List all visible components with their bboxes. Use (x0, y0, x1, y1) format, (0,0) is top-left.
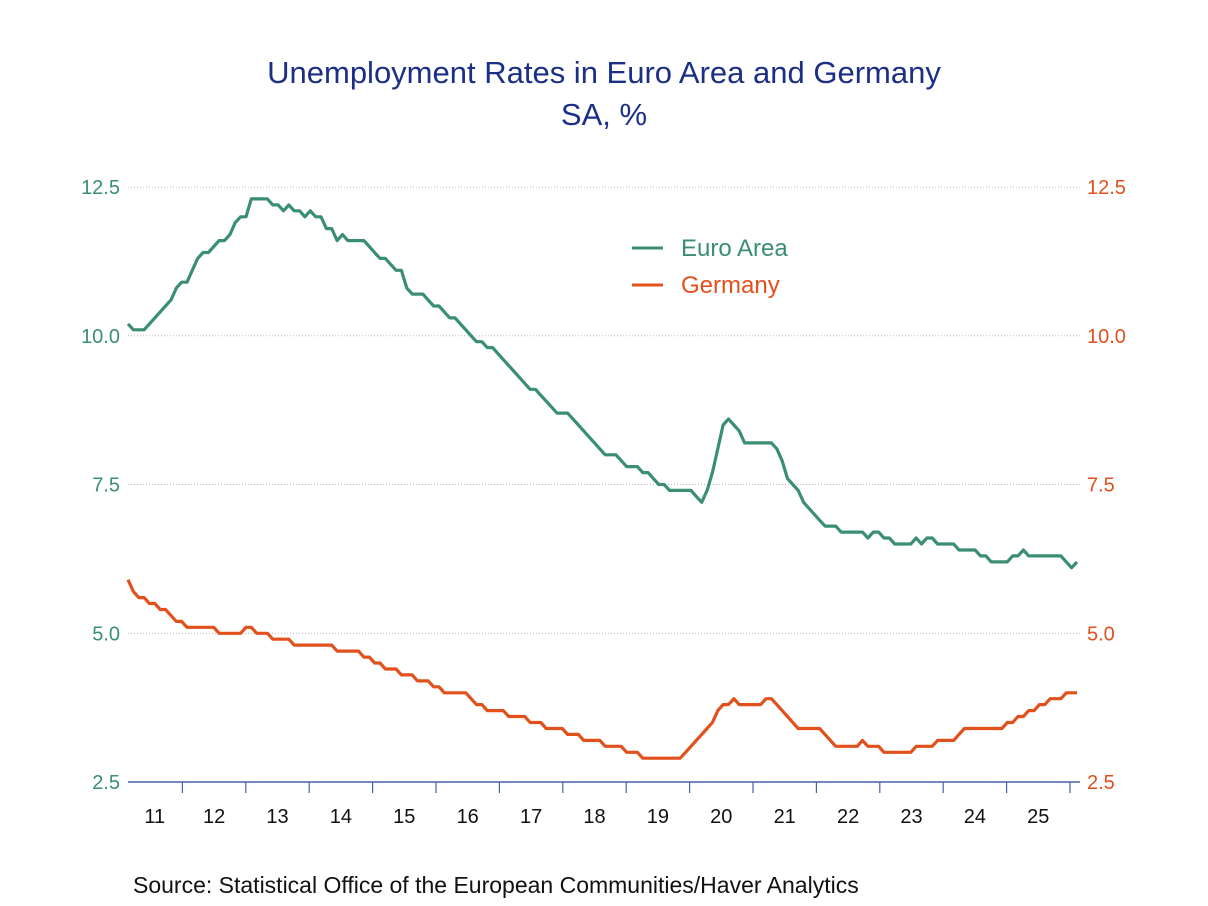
x-tick-label: 23 (900, 806, 922, 828)
series-line-germany (126, 579, 1077, 760)
chart-subtitle: SA, % (560, 97, 648, 132)
y-tick-label-right: 10.0 (1087, 326, 1126, 348)
x-tick-label: 18 (583, 806, 605, 828)
x-tick-label: 19 (647, 806, 669, 828)
legend-label-euro-area: Euro Area (681, 235, 788, 262)
x-tick-label: 21 (774, 806, 796, 828)
y-tick-label-left: 10.0 (81, 326, 120, 348)
x-tick-label: 22 (837, 806, 859, 828)
y-tick-label-right: 7.5 (1087, 475, 1115, 497)
x-tick-label: 15 (393, 806, 415, 828)
legend-label-germany: Germany (681, 272, 780, 299)
x-tick-label: 13 (266, 806, 288, 828)
y-tick-label-left: 12.5 (81, 177, 120, 199)
chart-title: Unemployment Rates in Euro Area and Germ… (267, 55, 941, 90)
series-line-euro-area (126, 197, 1079, 570)
y-tick-label-left: 7.5 (92, 475, 120, 497)
x-tick-label: 17 (520, 806, 542, 828)
x-tick-label: 12 (203, 806, 225, 828)
y-tick-label-right: 2.5 (1087, 772, 1115, 794)
y-tick-label-right: 12.5 (1087, 177, 1126, 199)
y-tick-label-left: 5.0 (92, 623, 120, 645)
source-note: Source: Statistical Office of the Europe… (133, 872, 859, 898)
x-tick-label: 20 (710, 806, 732, 828)
x-tick-label: 11 (144, 806, 165, 828)
y-tick-label-right: 5.0 (1087, 623, 1115, 645)
x-tick-label: 14 (330, 806, 352, 828)
y-tick-label-left: 2.5 (92, 772, 120, 794)
x-tick-label: 16 (457, 806, 479, 828)
x-tick-label: 25 (1027, 806, 1049, 828)
x-tick-label: 24 (964, 806, 986, 828)
